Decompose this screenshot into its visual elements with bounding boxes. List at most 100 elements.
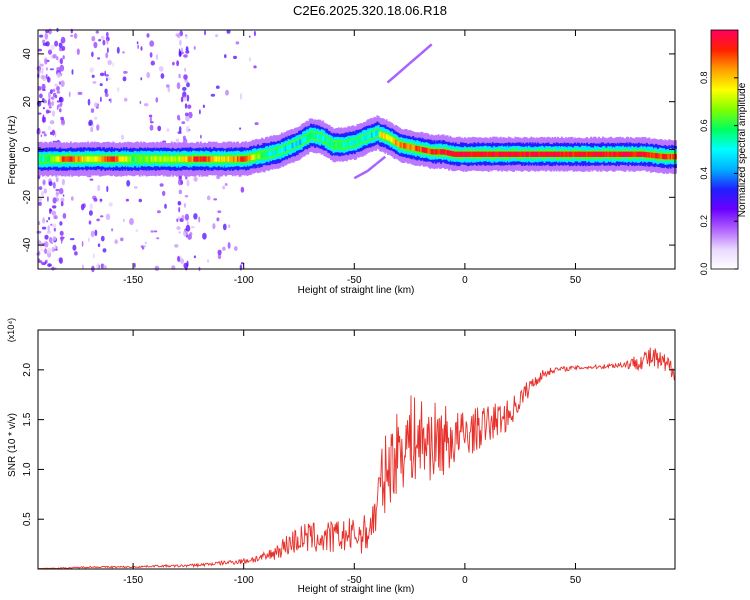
noise-speckle: [177, 178, 182, 186]
noise-speckle: [105, 31, 109, 38]
ridge-core: [130, 156, 133, 162]
ridge-core: [339, 142, 342, 148]
ridge-core: [548, 151, 551, 157]
noise-speckle: [253, 65, 257, 69]
ridge-core: [491, 151, 494, 157]
ridge-core: [120, 156, 123, 162]
ridge-core: [218, 156, 221, 162]
ridge-core: [263, 152, 266, 158]
ridge-core: [225, 156, 228, 162]
ridge-core: [56, 156, 59, 162]
noise-speckle: [48, 216, 51, 221]
ridge-core: [671, 154, 673, 160]
ridge-core: [129, 156, 132, 162]
ridge-core: [141, 156, 144, 162]
ridge-core: [40, 156, 43, 162]
ridge-core: [52, 156, 55, 162]
noise-speckle: [206, 195, 211, 201]
noise-speckle: [156, 210, 161, 214]
noise-speckle: [88, 119, 93, 126]
noise-speckle: [41, 67, 44, 75]
ridge-core: [254, 154, 257, 160]
ridge-core: [245, 156, 247, 162]
noise-speckle: [38, 198, 43, 201]
noise-speckle: [53, 228, 56, 231]
noise-speckle: [184, 195, 189, 198]
ridge-core: [590, 151, 592, 157]
noise-speckle: [164, 203, 167, 209]
ridge-core: [87, 156, 90, 162]
noise-speckle: [111, 228, 114, 232]
noise-speckle: [104, 93, 109, 97]
noise-speckle: [46, 220, 49, 223]
colorbar-gradient: [710, 29, 739, 270]
ridge-core: [425, 147, 428, 154]
noise-speckle: [105, 213, 111, 220]
ridge-core: [398, 142, 401, 148]
ridge-core: [116, 156, 119, 162]
ridge-core: [578, 151, 581, 157]
noise-speckle: [52, 110, 55, 117]
ridge-core: [611, 151, 614, 157]
noise-speckle: [239, 93, 243, 100]
noise-speckle: [74, 251, 78, 256]
noise-speckle: [45, 109, 50, 114]
noise-speckle: [204, 30, 206, 36]
ridge-core: [319, 134, 322, 140]
ridge-core: [497, 151, 500, 157]
ridge-core: [518, 151, 521, 157]
ridge-core: [222, 156, 225, 162]
ridge-core: [214, 156, 217, 162]
ridge-core: [414, 145, 417, 151]
noise-speckle: [217, 210, 222, 213]
ridge-core: [205, 156, 208, 162]
ridge-core: [282, 146, 285, 153]
ridge-core: [643, 151, 646, 158]
ridge-core: [211, 156, 214, 162]
ridge-core: [67, 156, 70, 162]
x-tick-label: -50: [347, 275, 362, 286]
ridge-core: [446, 150, 449, 156]
ridge-core: [320, 134, 323, 141]
ridge-core: [267, 151, 270, 157]
ridge-core: [348, 140, 351, 147]
ridge-core: [369, 133, 372, 139]
noise-speckle: [59, 230, 64, 236]
noise-speckle: [184, 103, 188, 109]
ridge-core: [633, 151, 636, 157]
noise-speckle: [58, 42, 63, 48]
ridge-core: [627, 151, 630, 157]
ridge-core: [469, 151, 472, 157]
ridge-core: [242, 156, 245, 162]
snr-x-axis-label: Height of straight line (km): [298, 584, 415, 595]
ridge-core: [667, 154, 669, 160]
noise-speckle: [162, 190, 166, 196]
y-tick-label: 2.0: [22, 362, 33, 376]
noise-speckle: [52, 205, 57, 209]
ridge-core: [440, 149, 443, 155]
noise-speckle: [61, 178, 65, 186]
noise-speckle: [150, 60, 155, 66]
ridge-core: [77, 156, 80, 162]
noise-speckle: [54, 131, 57, 138]
ridge-core: [113, 156, 116, 162]
noise-speckle: [56, 100, 61, 103]
ridge-core: [570, 151, 573, 157]
ridge-core: [266, 151, 269, 157]
noise-speckle: [52, 54, 57, 59]
feature-segment: [375, 155, 387, 165]
noise-speckle: [178, 126, 182, 133]
ridge-core: [80, 156, 83, 162]
noise-speckle: [49, 68, 55, 71]
ridge-core: [133, 156, 136, 162]
ridge-core: [105, 156, 108, 162]
noise-speckle: [239, 127, 242, 130]
noise-speckle: [40, 248, 43, 251]
noise-speckle: [99, 198, 103, 202]
ridge-core: [48, 156, 51, 162]
ridge-core: [493, 151, 496, 157]
ridge-core: [61, 156, 64, 162]
noise-speckle: [157, 125, 162, 132]
ridge-core: [335, 142, 338, 148]
ridge-core: [356, 138, 359, 145]
